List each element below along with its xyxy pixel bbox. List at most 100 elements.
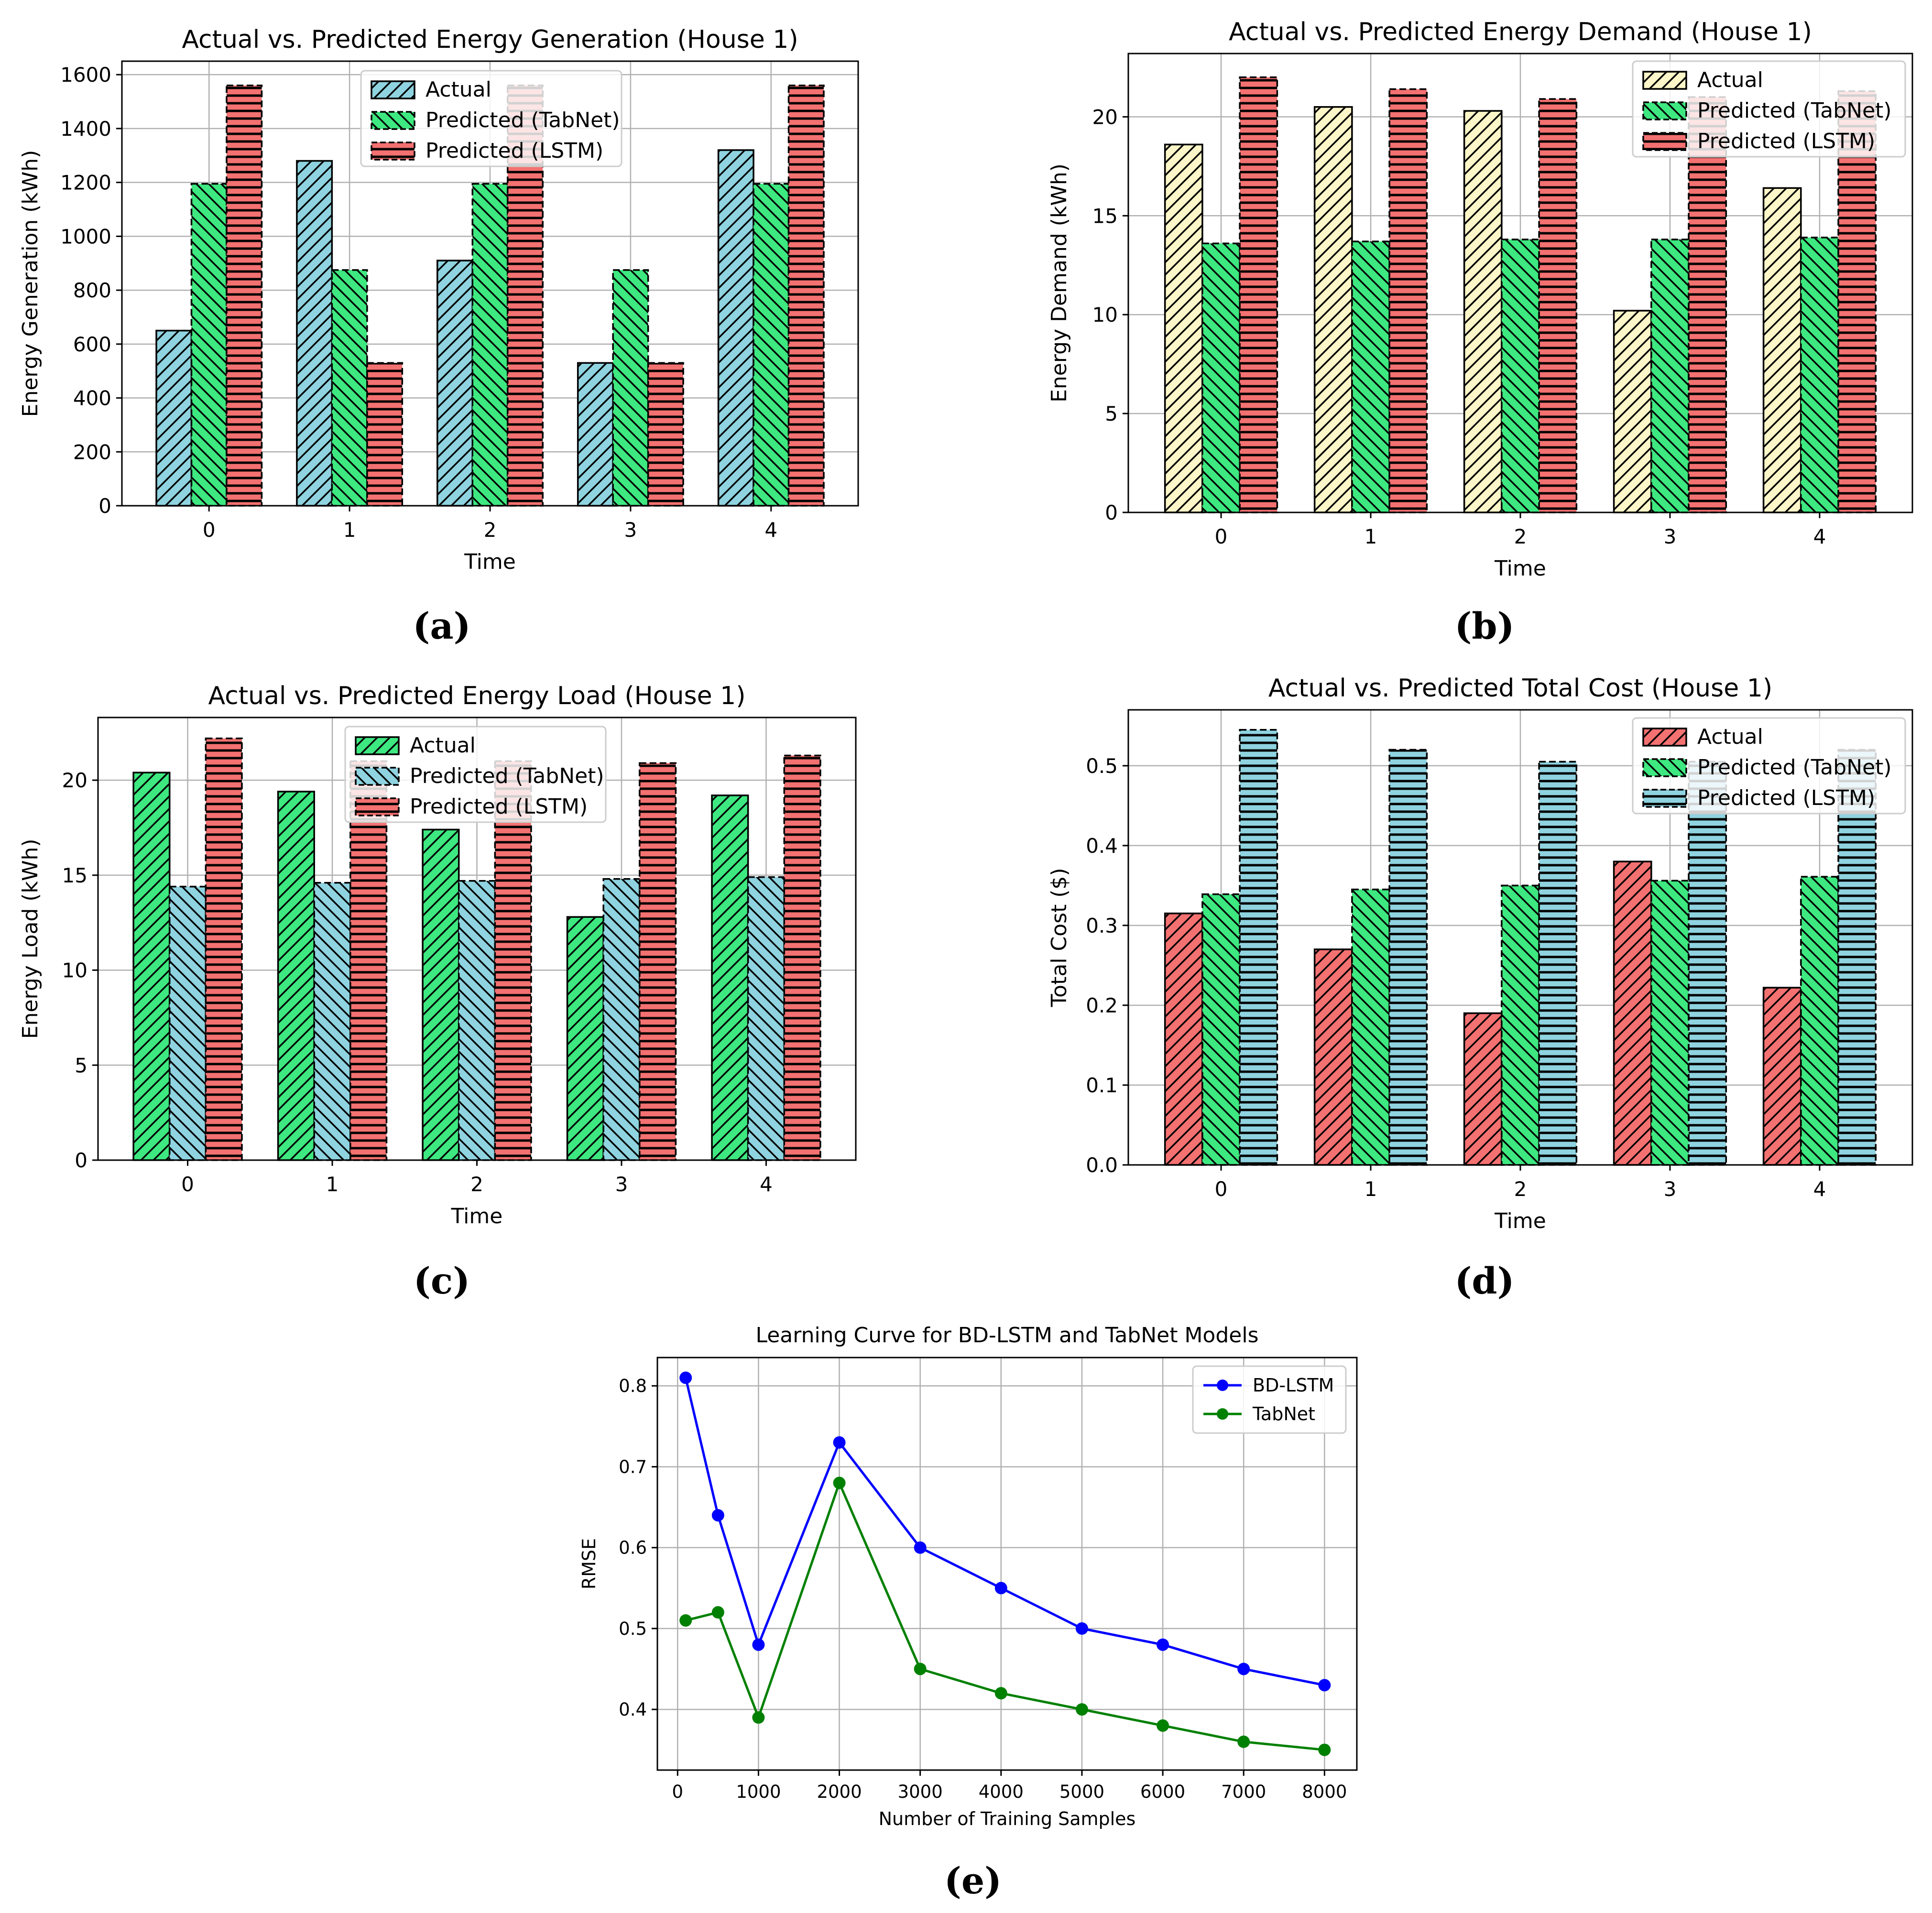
y-tick-label: 0.4 [1086, 834, 1118, 858]
x-tick-label: 5000 [1059, 1782, 1104, 1802]
x-tick-label: 0 [203, 518, 216, 542]
bar-chart-energy-demand: 0 5 10 15 20 0 1 2 3 4 Actual vs. Predicted Energy… [1047, 18, 1913, 581]
chart-title: Learning Curve for BD-LSTM and TabNet Mo… [755, 1323, 1258, 1348]
bar [566, 916, 604, 1161]
legend-label: BD-LSTM [1253, 1375, 1334, 1396]
caption-e: (e) [944, 1859, 1002, 1902]
x-tick-label: 4 [760, 1173, 773, 1196]
data-point [1237, 1663, 1250, 1675]
legend: Actual Predicted (TabNet) Predicted (LSTM) [1632, 60, 1906, 158]
y-tick-label: 5 [1105, 402, 1118, 425]
bar-chart-total-cost: 0.0 0.1 0.2 0.3 0.4 0.5 0 1 2 3 4 Actual vs. Predic… [1047, 674, 1913, 1233]
bar [277, 791, 315, 1161]
x-tick-label: 2 [1514, 1177, 1527, 1201]
x-tick-label: 0 [672, 1782, 684, 1802]
y-tick-label: 1000 [60, 225, 111, 248]
bar [1239, 729, 1278, 1166]
x-tick-label: 2000 [817, 1782, 862, 1802]
data-point [1318, 1679, 1331, 1692]
bar [612, 269, 649, 507]
chart-panel-e: 0.4 0.5 0.6 0.7 0.8 0 1000 2000 3000 4000 5000 6000… [550, 1310, 1410, 1836]
legend-swatch [355, 736, 400, 755]
bar [1650, 239, 1690, 513]
bar [1538, 98, 1578, 513]
x-tick-label: 0 [1215, 1177, 1228, 1201]
x-tick-label: 1000 [736, 1782, 781, 1802]
bar [1613, 860, 1652, 1166]
bar [1388, 88, 1428, 513]
legend-label: Predicted (LSTM) [1697, 129, 1875, 153]
y-tick-label: 10 [62, 959, 87, 982]
data-point [833, 1436, 846, 1449]
bar [1164, 913, 1203, 1166]
bar [1837, 90, 1877, 513]
x-axis-label: Time [464, 550, 516, 574]
legend-box [1632, 717, 1906, 815]
legend-label: Predicted (LSTM) [410, 794, 588, 819]
legend-swatch [1642, 728, 1687, 747]
x-tick-label: 1 [343, 518, 356, 542]
y-tick-label: 1400 [60, 117, 111, 141]
y-tick-label: 600 [73, 333, 111, 356]
bar [1239, 76, 1278, 513]
legend-swatch [371, 141, 415, 161]
y-tick-label: 0 [75, 1149, 87, 1172]
y-tick-label: 20 [62, 769, 87, 792]
bar [753, 183, 790, 507]
x-tick-label: 1 [1364, 525, 1377, 548]
bar [313, 882, 351, 1161]
y-tick-label: 400 [73, 387, 111, 410]
data-point [711, 1509, 724, 1522]
data-point [1075, 1622, 1088, 1635]
x-tick-label: 8000 [1302, 1782, 1347, 1802]
bar [1762, 187, 1802, 513]
series-line [684, 1377, 1325, 1686]
data-point [752, 1711, 765, 1724]
bar [602, 878, 641, 1161]
y-axis-label: Total Cost ($) [1047, 868, 1071, 1008]
bar [1201, 893, 1241, 1166]
y-tick-label: 0.5 [619, 1619, 647, 1639]
bar [437, 260, 474, 507]
bar [331, 269, 368, 507]
x-tick-label: 1 [326, 1173, 339, 1196]
bar [1351, 240, 1390, 513]
y-tick-label: 0.8 [619, 1376, 647, 1396]
legend-box [1632, 60, 1906, 158]
y-tick-label: 0.2 [1086, 994, 1118, 1017]
bar [1164, 143, 1203, 513]
x-tick-label: 1 [1364, 1177, 1377, 1201]
bar [717, 149, 754, 507]
y-tick-label: 20 [1092, 105, 1118, 129]
legend-label: Actual [1697, 725, 1763, 749]
bar [1650, 880, 1690, 1166]
legend-swatch [355, 797, 400, 816]
bar [168, 885, 207, 1161]
bar [296, 160, 333, 507]
bar [155, 329, 193, 507]
legend-marker [1217, 1380, 1228, 1391]
y-tick-label: 1600 [60, 63, 111, 87]
legend-box [360, 70, 622, 167]
x-tick-label: 2 [1514, 525, 1527, 548]
bar [639, 762, 677, 1161]
bar [458, 880, 496, 1161]
bar [366, 362, 404, 507]
y-tick-label: 1200 [60, 171, 111, 195]
legend-label: Actual [426, 77, 491, 102]
bar [349, 760, 388, 1161]
x-tick-label: 0 [181, 1173, 194, 1196]
x-tick-label: 4 [1813, 1177, 1826, 1201]
legend: Actual Predicted (TabNet) Predicted (LSTM) [1632, 717, 1906, 815]
x-axis-label: Time [451, 1204, 503, 1228]
x-tick-label: 4000 [979, 1782, 1024, 1802]
y-axis-label: RMSE [579, 1538, 600, 1589]
x-tick-label: 4 [764, 518, 777, 542]
chart-panel-a: 0 200 400 600 800 1000 1200 1400 1600 0 1 2 3 4 Actual… [0, 0, 908, 598]
bar [132, 772, 171, 1161]
y-tick-label: 5 [75, 1054, 87, 1077]
bar [783, 754, 821, 1161]
bar [190, 183, 228, 507]
chart-panel-d: 0.0 0.1 0.2 0.3 0.4 0.5 0 1 2 3 4 Actual vs. Predic… [1042, 655, 1932, 1252]
chart-panel-c: 0 5 10 15 20 0 1 2 3 4 Actual vs. Predicted Energy… [0, 655, 908, 1252]
